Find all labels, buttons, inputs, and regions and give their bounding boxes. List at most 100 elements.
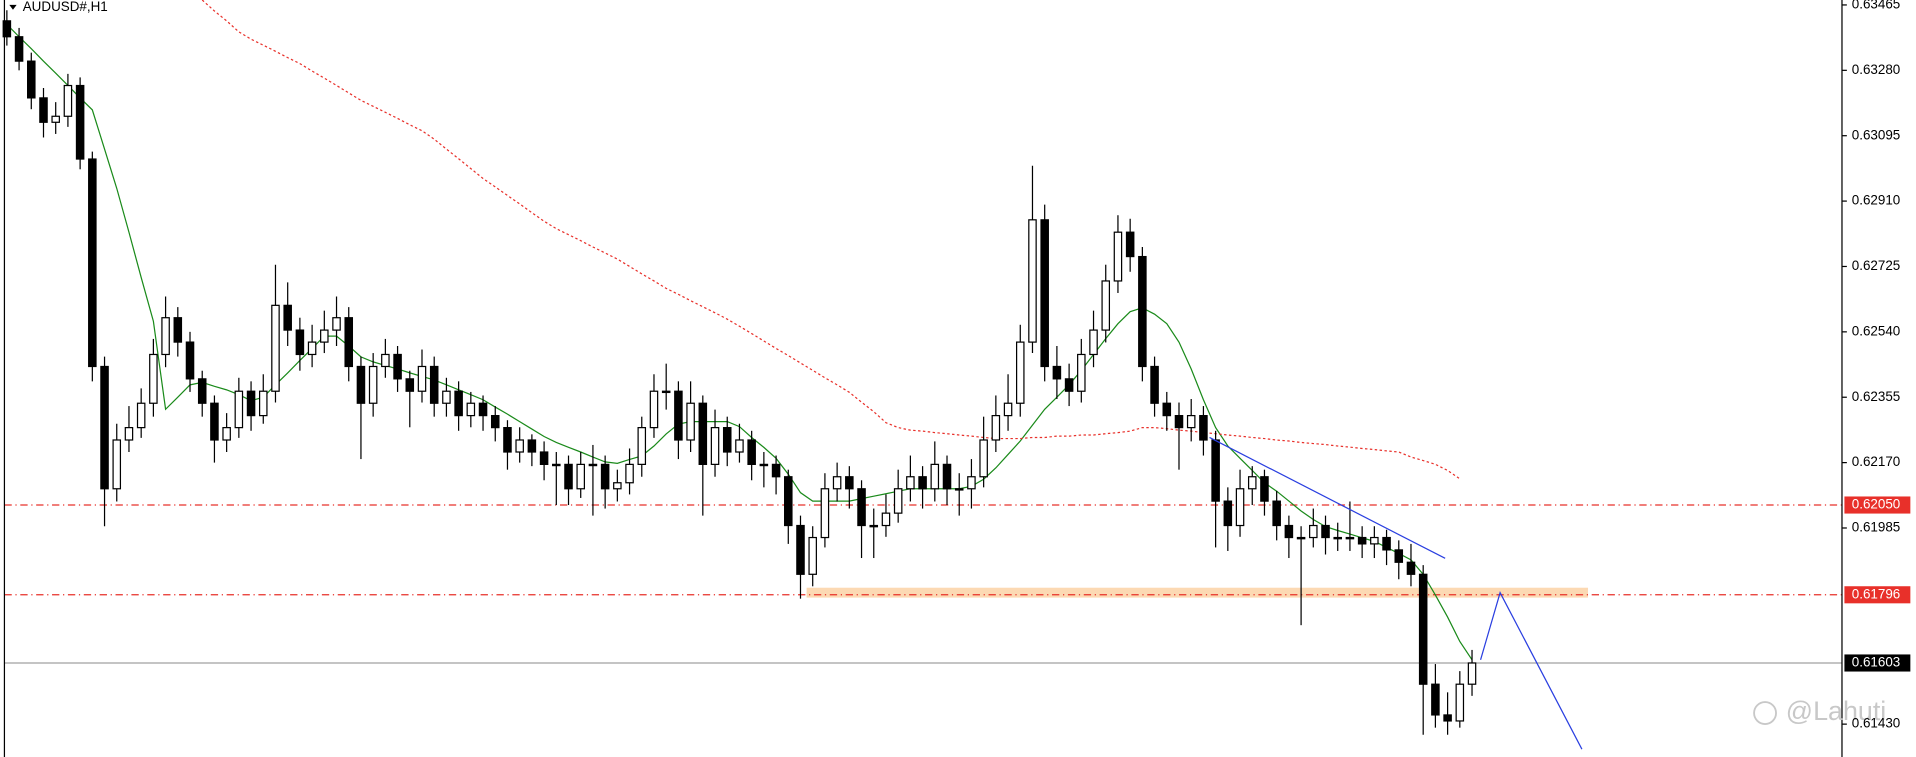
candle-body bbox=[63, 84, 73, 117]
candle-body bbox=[1089, 329, 1098, 356]
candle-body bbox=[954, 488, 964, 491]
candle-body bbox=[210, 402, 219, 441]
candle-body bbox=[906, 476, 915, 490]
candle-body bbox=[1162, 402, 1172, 417]
watermark: @Lahuti bbox=[1753, 696, 1886, 726]
candle-body bbox=[1394, 549, 1404, 563]
y-tick-label: 0.63280 bbox=[1852, 62, 1901, 77]
candle-body bbox=[320, 329, 329, 343]
candle-body bbox=[527, 439, 537, 453]
candle-body bbox=[39, 97, 48, 123]
candle-body bbox=[552, 463, 561, 467]
candle-body bbox=[1321, 524, 1330, 539]
candle-body bbox=[1406, 561, 1416, 575]
candle-body bbox=[197, 378, 207, 404]
candle-body bbox=[1150, 365, 1159, 404]
candle-body bbox=[1418, 573, 1428, 685]
candle-body bbox=[564, 463, 573, 490]
candle-body bbox=[918, 476, 927, 490]
candle-body bbox=[771, 463, 781, 478]
candle-body bbox=[14, 36, 24, 62]
candle-body bbox=[747, 439, 756, 465]
candle-body bbox=[1077, 353, 1086, 392]
candle-body bbox=[381, 353, 390, 368]
candle-body bbox=[466, 402, 476, 417]
candle-body bbox=[173, 317, 183, 343]
plot-area bbox=[2, 0, 1842, 750]
candle-body bbox=[1186, 414, 1196, 429]
candle-body bbox=[674, 390, 683, 441]
candle-body bbox=[1296, 536, 1306, 540]
candle-body bbox=[344, 317, 354, 368]
candle-body bbox=[222, 427, 231, 441]
candle-body bbox=[1284, 524, 1294, 539]
candle-body bbox=[112, 439, 122, 490]
candle-body bbox=[1003, 402, 1013, 417]
candle-body bbox=[490, 414, 500, 429]
candle-body bbox=[1345, 536, 1355, 540]
candle-body bbox=[637, 427, 647, 465]
candle-body bbox=[1467, 662, 1477, 685]
candle-body bbox=[100, 365, 109, 490]
level-label-bg bbox=[1844, 586, 1911, 604]
candle-body bbox=[124, 427, 134, 441]
watermark-text: @Lahuti bbox=[1786, 696, 1886, 726]
zone bbox=[806, 587, 1589, 598]
candle-body bbox=[27, 60, 36, 99]
y-tick-label: 0.62540 bbox=[1852, 323, 1901, 338]
current-price-label: 0.61603 bbox=[1852, 655, 1901, 670]
candle-body bbox=[576, 463, 585, 490]
candle-body bbox=[1247, 476, 1257, 490]
y-tick-label: 0.62910 bbox=[1852, 193, 1901, 208]
candle-body bbox=[332, 317, 341, 331]
candle-body bbox=[820, 488, 830, 539]
candle-body bbox=[368, 365, 378, 404]
chart-title: AUDUSD#,H1 bbox=[23, 0, 108, 14]
candle-body bbox=[1052, 365, 1062, 380]
candle-body bbox=[307, 341, 317, 356]
candle-body bbox=[1260, 476, 1269, 502]
candle-body bbox=[710, 427, 720, 465]
candle-body bbox=[942, 463, 952, 490]
level-label-bg bbox=[1844, 496, 1911, 514]
menu-arrow[interactable] bbox=[9, 4, 17, 10]
candle-body bbox=[869, 524, 879, 528]
candle-body bbox=[759, 463, 769, 467]
candle-body bbox=[2, 20, 12, 38]
candle-body bbox=[1015, 341, 1025, 404]
candle-body bbox=[832, 476, 842, 490]
candle-body bbox=[1370, 536, 1379, 545]
candle-body bbox=[698, 402, 708, 465]
candle-body bbox=[661, 390, 671, 394]
candle-body bbox=[478, 402, 488, 417]
candle-body bbox=[149, 353, 158, 404]
candle-body bbox=[1040, 219, 1049, 368]
candle-body bbox=[454, 390, 463, 417]
y-tick-label: 0.63465 bbox=[1852, 0, 1901, 11]
candle-body bbox=[1028, 219, 1037, 343]
candle-body bbox=[796, 524, 805, 575]
candle-body bbox=[271, 304, 280, 392]
candle-body bbox=[857, 488, 866, 527]
candle-body bbox=[600, 463, 610, 490]
candle-body bbox=[1101, 280, 1111, 331]
candle-body bbox=[88, 158, 97, 368]
current-price-bg bbox=[1844, 654, 1911, 672]
candle-body bbox=[1272, 500, 1281, 527]
level-label: 0.62050 bbox=[1852, 497, 1901, 512]
candle-body bbox=[1113, 231, 1123, 282]
candle-body bbox=[722, 427, 732, 453]
candle-body bbox=[1211, 439, 1220, 502]
candle-body bbox=[588, 463, 598, 467]
candle-body bbox=[991, 414, 1001, 441]
candle-body bbox=[613, 482, 622, 490]
candle-body bbox=[649, 390, 659, 429]
y-tick-label: 0.62355 bbox=[1852, 389, 1901, 404]
candle-body bbox=[185, 341, 195, 380]
y-tick-label: 0.61430 bbox=[1852, 716, 1901, 731]
candle-body bbox=[429, 365, 439, 404]
y-tick-label: 0.62170 bbox=[1852, 454, 1901, 469]
